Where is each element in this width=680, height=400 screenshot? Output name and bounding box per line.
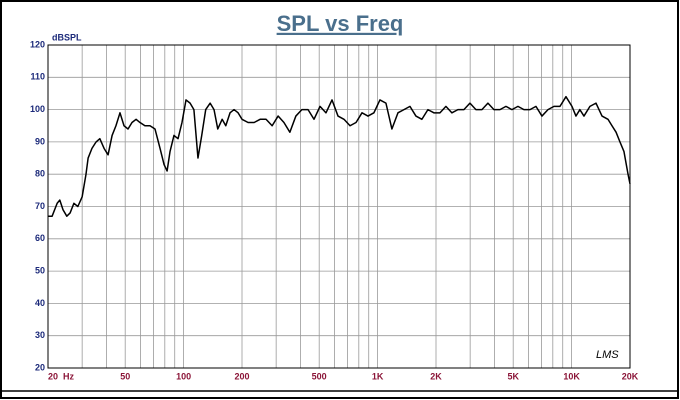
y-tick-label: 50 — [35, 265, 45, 275]
annotation: LMS — [596, 349, 619, 361]
x-tick-label: 50 — [120, 371, 130, 381]
y-tick-label: 20 — [35, 362, 45, 372]
y-tick-label: 30 — [35, 330, 45, 340]
y-tick-label: 40 — [35, 298, 45, 308]
x-tick-label: 1K — [372, 371, 384, 381]
x-tick-label: 20 Hz — [48, 371, 75, 381]
y-tick-label: 110 — [30, 72, 45, 82]
y-tick-label: 120 — [30, 39, 45, 49]
chart-title: SPL vs Freq — [277, 11, 404, 36]
y-tick-label: 100 — [30, 104, 45, 114]
x-tick-label: 100 — [176, 371, 191, 381]
x-tick-label: 200 — [234, 371, 249, 381]
line — [48, 95, 631, 217]
y-tick-label: 70 — [35, 201, 45, 211]
x-tick-label: 2K — [430, 371, 442, 381]
x-tick-label: 5K — [507, 371, 519, 381]
plot-frame — [47, 44, 631, 369]
x-tick-label: 500 — [312, 371, 327, 381]
x-tick-label: 20K — [622, 371, 639, 381]
y-tick-label: 60 — [35, 233, 45, 243]
y-axis-label: dBSPL — [52, 32, 82, 42]
y-tick-label: 80 — [35, 169, 45, 179]
x-tick-label: 10K — [563, 371, 580, 381]
y-tick-label: 90 — [35, 136, 45, 146]
